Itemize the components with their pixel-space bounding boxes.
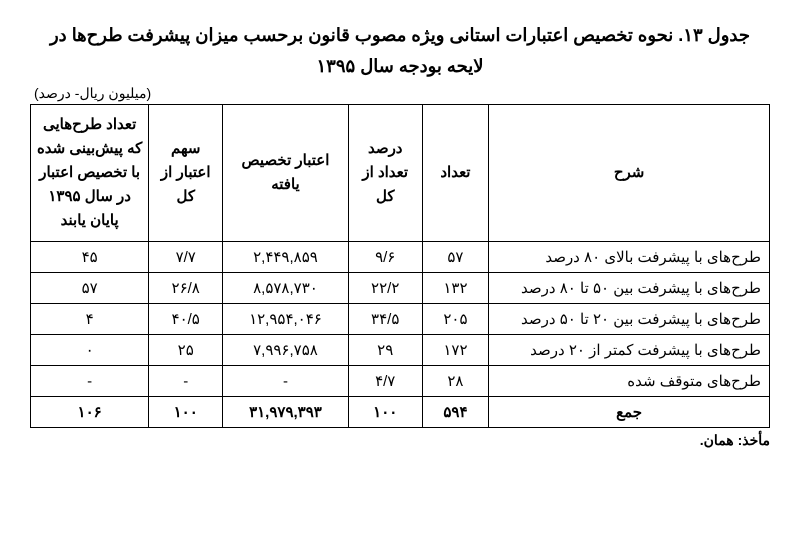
table-row: طرح‌های با پیشرفت بین ۲۰ تا ۵۰ درصد ۲۰۵ …	[31, 304, 770, 335]
sum-share: ۱۰۰	[149, 397, 223, 428]
cell-count: ۵۷	[422, 242, 489, 273]
cell-count: ۲۰۵	[422, 304, 489, 335]
table-row: طرح‌های با پیشرفت بالای ۸۰ درصد ۵۷ ۹/۶ ۲…	[31, 242, 770, 273]
unit-label: (میلیون ریال- درصد)	[30, 85, 770, 102]
cell-share: ۴۰/۵	[149, 304, 223, 335]
allocation-table: شرح تعداد درصد تعداد از کل اعتبار تخصیص …	[30, 104, 770, 428]
cell-finished: ۵۷	[31, 273, 149, 304]
cell-count: ۱۷۲	[422, 335, 489, 366]
cell-finished: ۴۵	[31, 242, 149, 273]
cell-desc: طرح‌های با پیشرفت کمتر از ۲۰ درصد	[489, 335, 770, 366]
col-finished: تعداد طرح‌هایی که پیش‌بینی شده با تخصیص …	[31, 105, 149, 242]
cell-pct: ۴/۷	[348, 366, 422, 397]
col-share: سهم اعتبار از کل	[149, 105, 223, 242]
cell-share: -	[149, 366, 223, 397]
table-row: طرح‌های با پیشرفت کمتر از ۲۰ درصد ۱۷۲ ۲۹…	[31, 335, 770, 366]
sum-count: ۵۹۴	[422, 397, 489, 428]
cell-desc: طرح‌های با پیشرفت بین ۵۰ تا ۸۰ درصد	[489, 273, 770, 304]
cell-pct: ۹/۶	[348, 242, 422, 273]
cell-credit: ۱۲,۹۵۴,۰۴۶	[223, 304, 349, 335]
title-line-1: جدول ۱۳. نحوه تخصیص اعتبارات استانی ویژه…	[50, 25, 750, 45]
cell-pct: ۲۲/۲	[348, 273, 422, 304]
cell-finished: -	[31, 366, 149, 397]
cell-finished: ۴	[31, 304, 149, 335]
cell-credit: -	[223, 366, 349, 397]
cell-pct: ۳۴/۵	[348, 304, 422, 335]
cell-credit: ۲,۴۴۹,۸۵۹	[223, 242, 349, 273]
table-row: طرح‌های با پیشرفت بین ۵۰ تا ۸۰ درصد ۱۳۲ …	[31, 273, 770, 304]
cell-share: ۲۵	[149, 335, 223, 366]
cell-finished: ۰	[31, 335, 149, 366]
header-row: شرح تعداد درصد تعداد از کل اعتبار تخصیص …	[31, 105, 770, 242]
cell-desc: طرح‌های متوقف شده	[489, 366, 770, 397]
cell-share: ۲۶/۸	[149, 273, 223, 304]
col-count: تعداد	[422, 105, 489, 242]
sum-pct: ۱۰۰	[348, 397, 422, 428]
table-row: طرح‌های متوقف شده ۲۸ ۴/۷ - - -	[31, 366, 770, 397]
col-credit: اعتبار تخصیص یافته	[223, 105, 349, 242]
sum-row: جمع ۵۹۴ ۱۰۰ ۳۱,۹۷۹,۳۹۳ ۱۰۰ ۱۰۶	[31, 397, 770, 428]
cell-desc: طرح‌های با پیشرفت بین ۲۰ تا ۵۰ درصد	[489, 304, 770, 335]
sum-desc: جمع	[489, 397, 770, 428]
col-desc: شرح	[489, 105, 770, 242]
sum-finished: ۱۰۶	[31, 397, 149, 428]
source-label: مأخذ: همان.	[30, 432, 770, 449]
cell-count: ۲۸	[422, 366, 489, 397]
table-title: جدول ۱۳. نحوه تخصیص اعتبارات استانی ویژه…	[30, 20, 770, 81]
cell-credit: ۸,۵۷۸,۷۳۰	[223, 273, 349, 304]
sum-credit: ۳۱,۹۷۹,۳۹۳	[223, 397, 349, 428]
cell-pct: ۲۹	[348, 335, 422, 366]
title-line-2: لایحه بودجه سال ۱۳۹۵	[317, 56, 484, 76]
cell-share: ۷/۷	[149, 242, 223, 273]
cell-credit: ۷,۹۹۶,۷۵۸	[223, 335, 349, 366]
cell-count: ۱۳۲	[422, 273, 489, 304]
col-pct: درصد تعداد از کل	[348, 105, 422, 242]
cell-desc: طرح‌های با پیشرفت بالای ۸۰ درصد	[489, 242, 770, 273]
